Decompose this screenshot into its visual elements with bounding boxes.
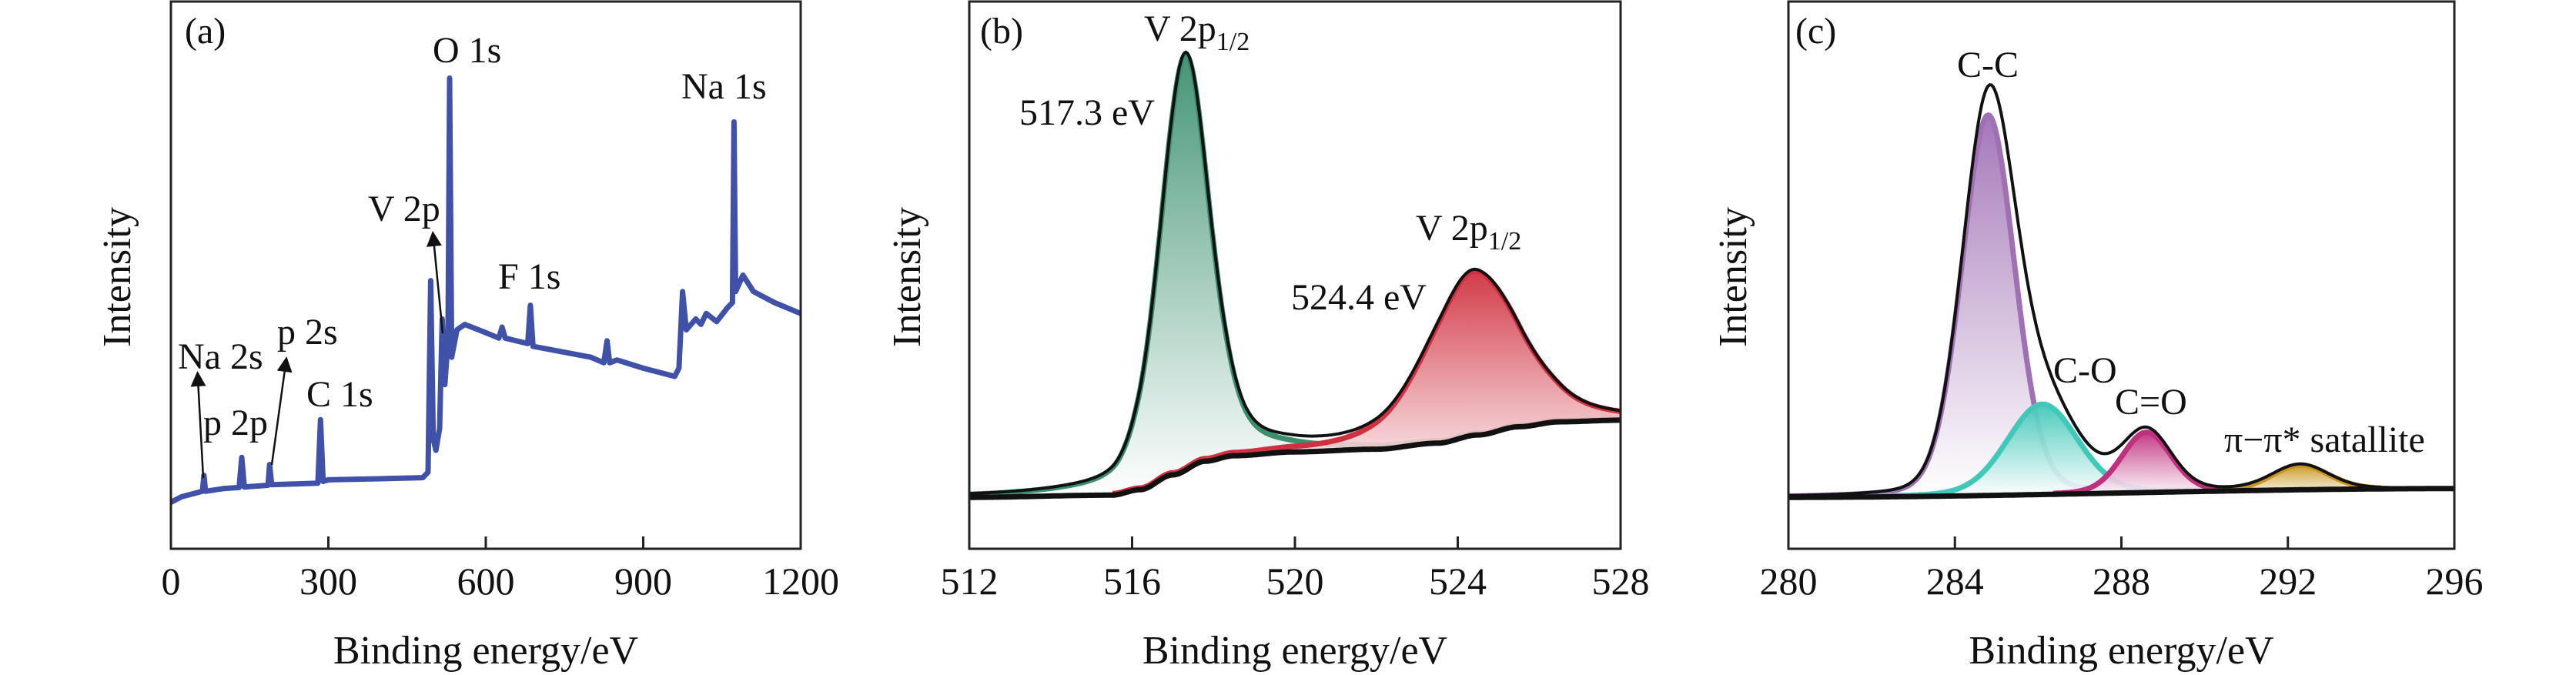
x-tick-label: 292	[2259, 560, 2317, 603]
annotation-subscript: 1/2	[1216, 28, 1250, 56]
survey-spectrum-line	[169, 75, 802, 505]
component-fill-1	[1878, 404, 2206, 497]
annotation-text: C-C	[1957, 45, 2019, 85]
annotation-text: C-O	[2053, 350, 2117, 391]
x-tick-label: 528	[1592, 560, 1650, 603]
annotation-arrow	[270, 356, 293, 466]
component-line-2	[2052, 429, 2240, 496]
x-tick-label: 520	[1266, 560, 1324, 603]
annotation-text: Na 1s	[681, 66, 767, 107]
peak-annotation: 524.4 eV	[1291, 277, 1427, 318]
annotation-text: 524.4 eV	[1291, 277, 1427, 318]
x-tick-label: 296	[2426, 560, 2484, 603]
x-tick-label: 900	[614, 560, 672, 603]
y-axis-title: Intensity	[95, 207, 139, 347]
annotation-text: C=O	[2115, 382, 2187, 423]
annotation-text: V 2p	[368, 189, 440, 229]
panel-label: (a)	[185, 11, 226, 52]
x-tick-label: 524	[1429, 560, 1487, 603]
component-fill-1	[987, 271, 1621, 497]
annotation-subscript: 1/2	[1488, 227, 1521, 256]
x-tick-label: 512	[941, 560, 999, 603]
peak-annotation: C=O	[2115, 382, 2187, 423]
peak-annotation: C-O	[2053, 350, 2117, 391]
component-fill-2	[2052, 432, 2240, 495]
x-tick-label: 300	[299, 560, 357, 603]
annotation-text: π−π* satallite	[2224, 419, 2425, 460]
background-line	[1788, 486, 2454, 500]
annotation-text: C 1s	[306, 374, 373, 415]
envelope-line	[1788, 82, 2454, 497]
peak-annotation: O 1s	[433, 30, 501, 71]
x-tick-label: 600	[457, 560, 515, 603]
peak-annotation: Na 1s	[681, 66, 767, 107]
annotation-text: Na 2s	[178, 336, 263, 377]
annotation-arrow	[427, 231, 444, 334]
panel-label: (c)	[1795, 11, 1836, 52]
x-axis-title: Binding energy/eV	[1142, 629, 1447, 673]
panel-label: (b)	[980, 11, 1023, 52]
peak-annotation: 517.3 eV	[1019, 92, 1155, 133]
peak-annotation: Na 2s	[178, 336, 263, 377]
peak-annotation: F 1s	[498, 256, 560, 297]
x-tick-label: 288	[2093, 560, 2150, 603]
annotation-text: F 1s	[498, 256, 560, 297]
peak-annotation: π−π* satallite	[2224, 419, 2425, 460]
axes-frame	[968, 0, 1622, 550]
annotation-text: O 1s	[433, 30, 501, 71]
panel-c-c1s: 280 284 288 292 296 Binding energy/eV Intensit…	[1711, 0, 2484, 673]
peak-annotation: V 2p1/2	[1416, 208, 1521, 256]
annotation-arrow	[190, 371, 206, 479]
peak-annotation: p 2p	[203, 403, 268, 443]
peak-annotation: C-C	[1957, 45, 2019, 85]
envelope-line	[969, 50, 1621, 496]
peak-annotation: V 2p	[368, 189, 440, 229]
annotation-text: V 2p	[1416, 208, 1488, 249]
y-axis-title: Intensity	[1711, 207, 1755, 347]
x-tick-label: 284	[1926, 560, 1984, 603]
x-tick-label: 516	[1103, 560, 1161, 603]
x-axis-title: Binding energy/eV	[333, 629, 638, 673]
peak-annotation: V 2p1/2	[1144, 8, 1250, 56]
x-axis-title: Binding energy/eV	[1969, 629, 2273, 673]
background-line	[969, 417, 1621, 500]
annotation-text: 517.3 eV	[1019, 92, 1155, 133]
annotation-text: p 2s	[277, 312, 338, 353]
component-fill-3	[2220, 465, 2381, 491]
y-axis-title: Intensity	[885, 207, 929, 347]
peak-annotation: C 1s	[306, 374, 373, 415]
annotation-text: V 2p	[1144, 8, 1216, 49]
panel-a-survey: 0 300 600 900 1200 Binding energy/eV Intensity…	[95, 0, 839, 673]
x-tick-label: 0	[162, 560, 181, 603]
panel-b-v2p: 512 516 520 524 528 Binding energy/eV Intensit…	[885, 0, 1650, 673]
annotation-text: p 2p	[203, 403, 268, 443]
x-tick-label: 280	[1760, 560, 1818, 603]
x-tick-label: 1200	[762, 560, 839, 603]
peak-annotation: p 2s	[277, 312, 338, 353]
